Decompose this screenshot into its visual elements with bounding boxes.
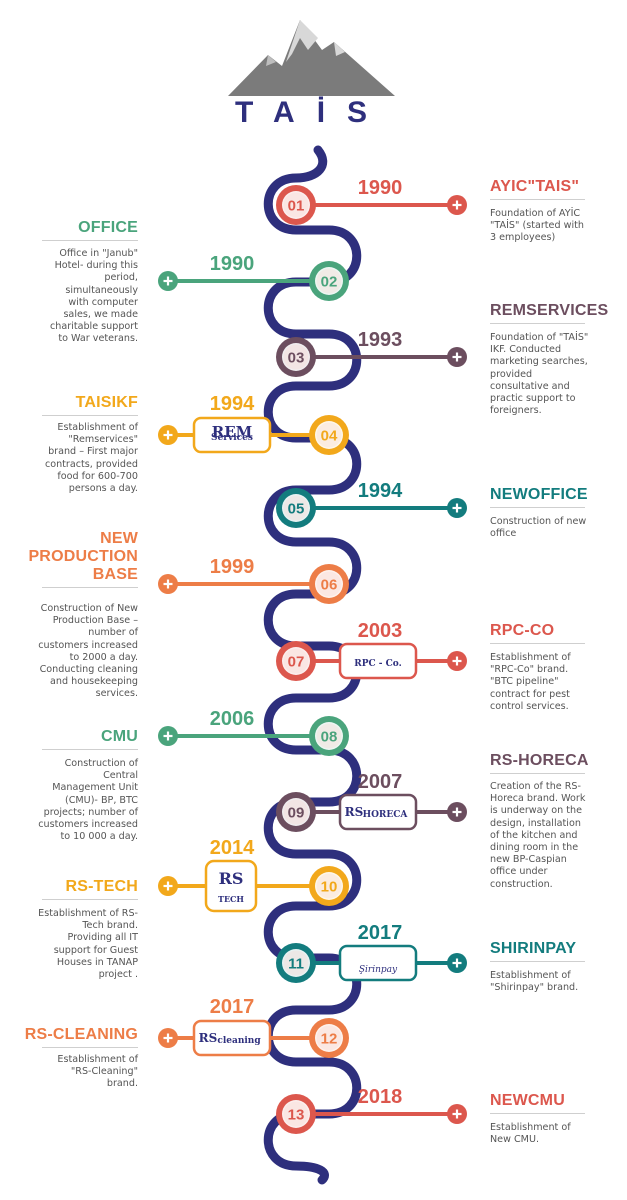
milestone-year: 1990	[210, 253, 255, 275]
milestone-number: 08	[321, 729, 338, 746]
milestone-title: RS-CLEANING	[24, 1026, 138, 1043]
milestone-year: 1990	[358, 177, 403, 199]
milestone-description: Construction of new office	[490, 516, 587, 540]
title-underline	[490, 199, 585, 200]
milestone-title: NEWOFFICE	[490, 486, 588, 503]
milestone-number: 10	[321, 879, 338, 896]
milestone-title: RPC-CO	[490, 622, 555, 639]
milestone-title: RS-TECH	[65, 878, 138, 895]
milestone-year: 1993	[358, 329, 403, 351]
brand-logo-badge: RS TECH	[204, 859, 258, 913]
title-underline	[490, 507, 585, 508]
milestone-year: 1999	[210, 556, 255, 578]
title-underline	[42, 415, 138, 416]
badge-sub-text: RS	[345, 805, 364, 819]
title-underline	[42, 587, 138, 588]
milestone-description: Establishment of "RPC-Co" brand. "BTC pi…	[490, 652, 571, 712]
milestone-title: TAISIKF	[75, 394, 138, 411]
milestone-description: Creation of the RS-Horeca brand. Work is…	[490, 781, 586, 890]
milestone-year: 1994	[210, 393, 255, 415]
brand-logo-badge: Şirinpay	[338, 944, 418, 982]
milestone-year: 2017	[358, 922, 403, 944]
badge-text: Şirinpay	[359, 965, 398, 975]
title-underline	[42, 1047, 138, 1048]
milestone-title: NEWCMU	[490, 1092, 565, 1109]
milestone-description: Construction of New Production Base – nu…	[38, 603, 138, 700]
brand-wordmark: TAİS	[235, 96, 389, 129]
title-underline	[490, 643, 585, 644]
title-underline	[490, 323, 585, 324]
milestone-number: 05	[288, 501, 305, 518]
milestone-description: Office in "Janub" Hotel- during this per…	[49, 248, 138, 345]
milestone-year: 2003	[358, 620, 403, 642]
badge-sub-text: Services	[211, 433, 253, 443]
title-underline	[42, 899, 138, 900]
badge-text: cleaning	[217, 1036, 261, 1046]
milestone-description: Foundation of AYİC "TAİS" (started with …	[490, 208, 584, 244]
milestone-number: 02	[321, 274, 338, 291]
badge-sub-text: RS	[199, 1031, 218, 1045]
milestone-description: Establishment of RS-Tech brand. Providin…	[38, 908, 138, 981]
milestone-year: 2007	[358, 771, 403, 793]
milestone-number: 04	[321, 428, 338, 445]
badge-sub-text: RS	[219, 869, 244, 888]
milestone-description: Establishment of New CMU.	[490, 1122, 571, 1146]
milestone-year: 2018	[358, 1086, 403, 1108]
milestone-number: 09	[288, 805, 305, 822]
milestone-number: 12	[321, 1031, 338, 1048]
milestone-number: 06	[321, 577, 338, 594]
milestone-number: 11	[288, 956, 304, 973]
brand-logo-badge: RS HORECA	[338, 793, 418, 831]
title-underline	[42, 749, 138, 750]
milestone-title: CMU	[100, 728, 138, 745]
title-underline	[42, 240, 138, 241]
milestone-description: Establishment of "Shirinpay" brand.	[490, 970, 579, 994]
brand-logo-badge: RS cleaning	[192, 1019, 272, 1057]
badge-text: TECH	[218, 894, 244, 904]
brand-logo-badge: RPC - Co.	[338, 642, 418, 680]
milestone-title: NEW PRODUCTION BASE	[28, 530, 138, 583]
milestone-number: 07	[288, 654, 305, 671]
milestone-description: Foundation of "TAİS" IKF. Conducted mark…	[490, 332, 589, 417]
badge-text: REM	[212, 423, 253, 441]
milestone-title: SHIRINPAY	[490, 940, 577, 957]
milestone-number: 01	[288, 198, 305, 215]
title-underline	[490, 1113, 585, 1114]
milestone-title: AYIC"TAIS"	[490, 178, 580, 195]
title-underline	[490, 773, 585, 774]
badge-text: HORECA	[363, 810, 409, 820]
title-underline	[490, 961, 585, 962]
milestone-title: OFFICE	[78, 219, 138, 236]
milestone-description: Construction of Central Management Unit …	[38, 758, 138, 843]
milestone-description: Establishment of "Remservices" brand – F…	[44, 422, 138, 495]
tais-logo: TAİS	[228, 20, 395, 129]
milestone-number: 03	[288, 350, 305, 367]
mountain-icon	[228, 20, 395, 96]
milestone-number: 13	[288, 1107, 305, 1124]
milestone-year: 1994	[358, 480, 403, 502]
milestone-title: REMSERVICES	[490, 302, 609, 319]
milestone-description: Establishment of "RS-Cleaning" brand.	[57, 1054, 138, 1090]
milestone-title: RS-HORECA	[490, 752, 589, 769]
badge-text: RPC - Co.	[354, 659, 402, 669]
milestone-year: 2014	[210, 837, 255, 859]
milestone-year: 2017	[210, 996, 255, 1018]
milestone-year: 2006	[210, 708, 255, 730]
